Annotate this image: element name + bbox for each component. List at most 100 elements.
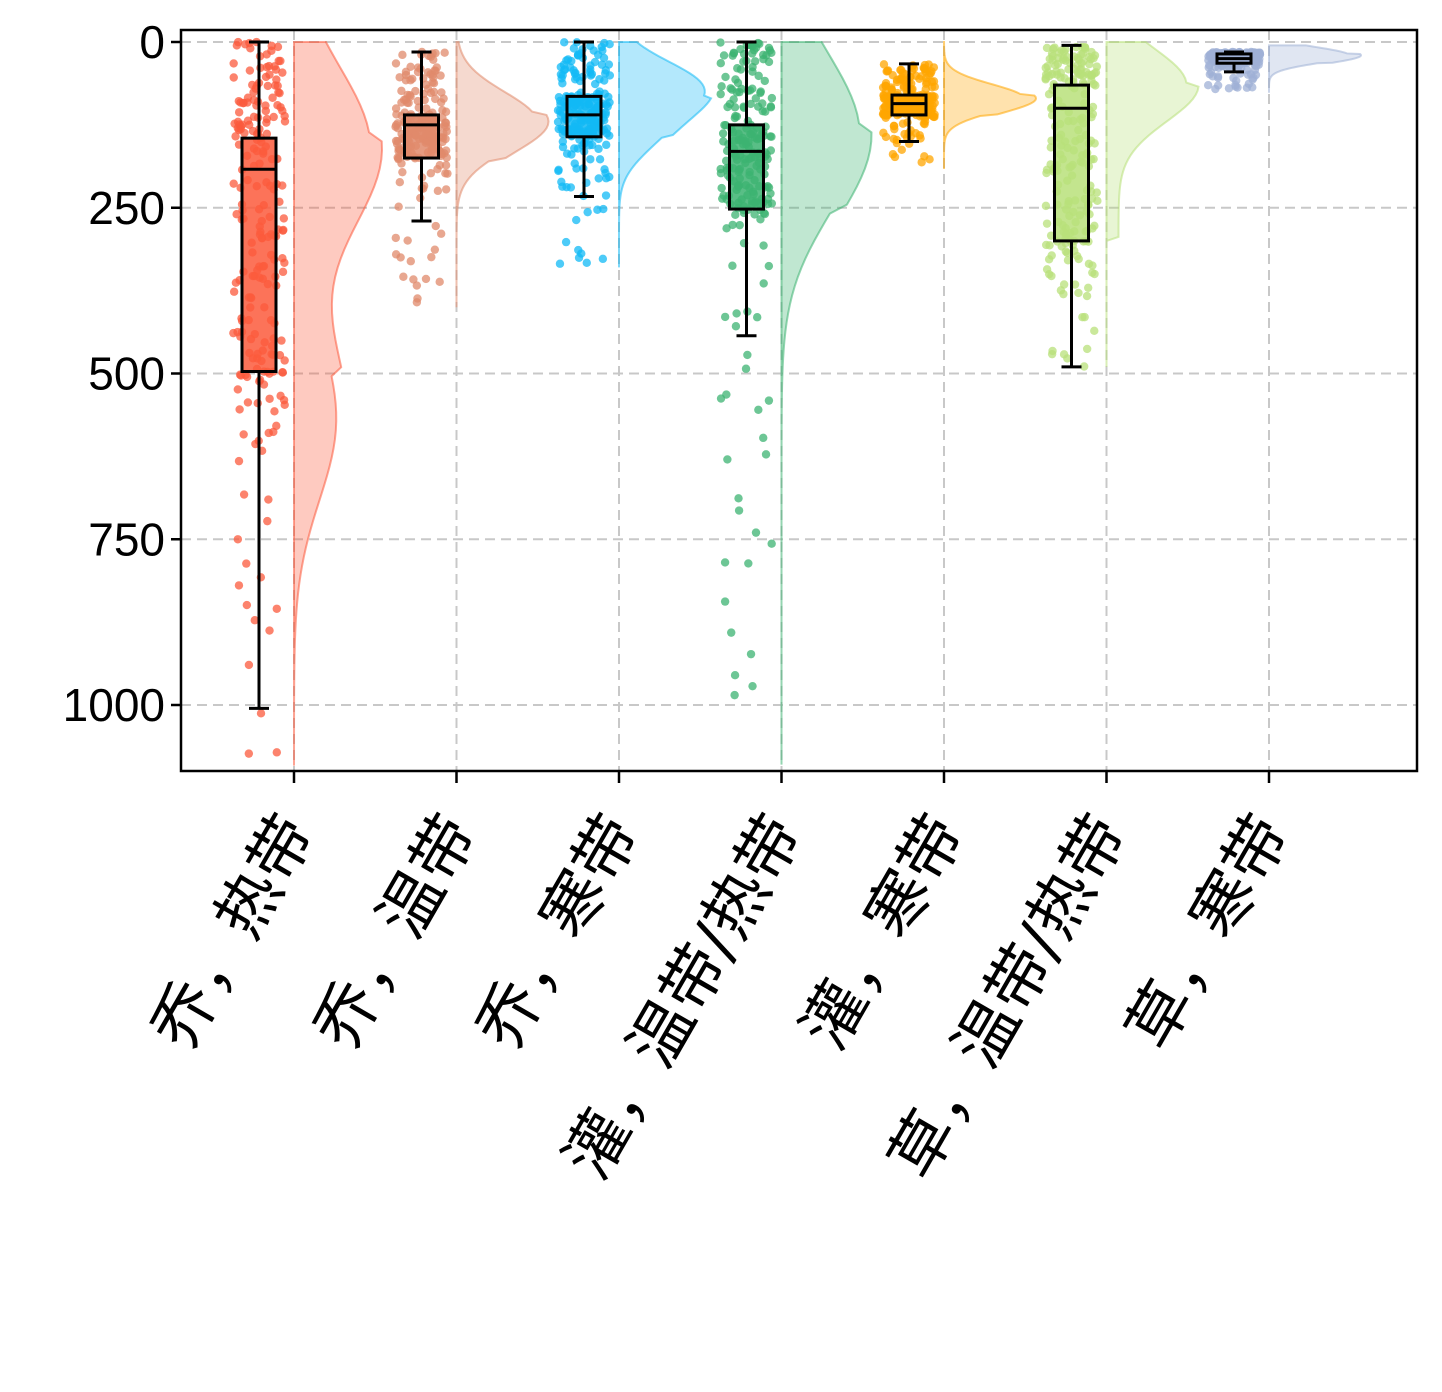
- data-point: [729, 49, 739, 58]
- data-point: [233, 327, 242, 337]
- data-point: [394, 154, 403, 164]
- data-point: [1059, 280, 1069, 289]
- data-point: [1047, 251, 1056, 260]
- data-point: [750, 57, 760, 66]
- data-point: [1244, 79, 1253, 89]
- data-point: [264, 495, 273, 504]
- axis-layer: 0 250 500 750 1000: [63, 16, 1271, 783]
- data-point: [764, 261, 774, 271]
- data-point: [268, 93, 277, 102]
- data-point: [599, 53, 609, 63]
- data-point: [409, 275, 418, 284]
- data-point: [242, 372, 252, 382]
- data-point: [720, 312, 730, 322]
- data-point: [278, 368, 287, 377]
- category-label-layer: 乔，热带乔，温带乔，寒带灌，温带/热带灌，寒带草，温带/热带草，寒带: [138, 803, 1305, 1191]
- data-point: [275, 350, 285, 360]
- data-point: [234, 581, 244, 590]
- data-point: [761, 450, 771, 459]
- data-point: [930, 92, 939, 101]
- data-point: [1054, 53, 1063, 63]
- data-point: [1042, 43, 1052, 53]
- data-point: [234, 108, 244, 117]
- data-point: [731, 322, 741, 331]
- data-point: [764, 396, 774, 405]
- data-point: [573, 144, 582, 153]
- data-point: [720, 597, 730, 606]
- data-point: [279, 214, 289, 223]
- data-point: [730, 690, 739, 700]
- data-point: [590, 57, 600, 67]
- data-point: [429, 73, 438, 82]
- data-point: [263, 81, 273, 91]
- data-point: [242, 559, 251, 568]
- data-point: [391, 250, 401, 259]
- data-point: [733, 78, 743, 88]
- data-point: [562, 56, 571, 65]
- data-point: [1251, 52, 1260, 61]
- data-point: [573, 51, 583, 60]
- data-point: [441, 118, 451, 128]
- data-point: [1041, 240, 1051, 250]
- data-point: [235, 405, 244, 414]
- data-point: [279, 225, 288, 235]
- data-point: [256, 709, 266, 718]
- data-point: [1250, 65, 1260, 75]
- data-point: [717, 183, 726, 193]
- data-point: [1042, 265, 1052, 274]
- data-point: [1041, 201, 1051, 211]
- data-point: [767, 539, 776, 548]
- data-point: [232, 41, 242, 50]
- data-point: [278, 267, 288, 277]
- data-point: [236, 98, 245, 107]
- data-point: [440, 48, 449, 57]
- data-point: [1074, 254, 1083, 264]
- data-point: [273, 81, 282, 91]
- data-point: [391, 233, 400, 243]
- data-point: [767, 132, 776, 141]
- density-cloud: [943, 41, 1038, 168]
- data-point: [585, 65, 595, 74]
- data-point: [558, 137, 568, 146]
- data-point: [750, 210, 759, 219]
- data-point: [1082, 344, 1092, 354]
- data-point: [395, 178, 405, 187]
- data-point: [265, 626, 274, 635]
- data-point: [570, 159, 579, 168]
- data-point: [265, 394, 274, 403]
- data-point: [1078, 71, 1088, 80]
- data-point: [242, 600, 252, 610]
- data-point: [892, 138, 902, 148]
- data-point: [582, 258, 591, 268]
- data-point: [766, 103, 776, 112]
- data-point: [920, 152, 929, 161]
- data-point: [1083, 283, 1093, 293]
- data-point: [728, 261, 737, 270]
- data-point: [264, 428, 273, 438]
- data-point: [233, 535, 243, 544]
- data-point: [395, 73, 404, 82]
- data-point: [1053, 59, 1063, 69]
- y-tick-label: 500: [88, 348, 165, 400]
- data-point: [566, 183, 576, 192]
- density-cloud: [455, 41, 550, 308]
- data-point: [743, 350, 752, 360]
- data-point: [421, 274, 431, 284]
- data-point: [734, 494, 743, 503]
- data-point: [1077, 59, 1086, 68]
- data-point: [593, 205, 602, 214]
- data-point: [426, 52, 436, 61]
- data-point: [721, 72, 730, 82]
- data-point: [270, 62, 279, 71]
- data-point: [393, 124, 403, 133]
- data-point: [583, 207, 592, 217]
- data-point: [889, 121, 899, 131]
- data-point: [426, 169, 436, 178]
- data-point: [249, 95, 259, 105]
- data-point: [394, 202, 403, 211]
- data-point: [763, 181, 772, 191]
- data-point: [403, 236, 412, 245]
- data-point: [1074, 288, 1083, 298]
- data-point: [427, 252, 436, 262]
- data-point: [438, 106, 447, 115]
